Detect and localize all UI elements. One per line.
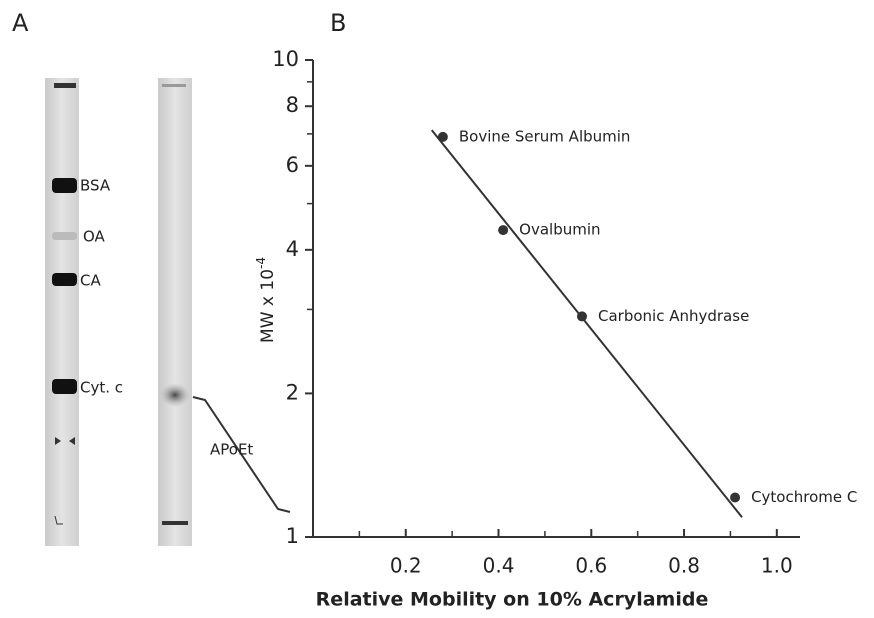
y-tick-label: 1 — [286, 524, 299, 548]
y-axis-label-exponent: -4 — [254, 257, 268, 269]
gel-band — [52, 273, 77, 286]
x-tick-label: 1.0 — [761, 554, 793, 578]
gel-band — [162, 521, 188, 525]
point-label: Cytochrome C — [751, 488, 857, 506]
gel-band — [54, 83, 76, 88]
y-tick-label: 10 — [272, 47, 299, 71]
gel-lane — [45, 78, 79, 546]
y-axis-label-base: MW x 10 — [258, 269, 278, 343]
point-label: Bovine Serum Albumin — [459, 127, 631, 145]
panel-label: A — [12, 9, 29, 37]
gel: BSA OA CA Cyt. c APoEt — [45, 78, 290, 546]
lane-label: BSA — [80, 177, 111, 195]
figure: A B BSA OA CA Cyt. c APoEt Relative Mobi… — [0, 0, 874, 614]
y-tick-label: 2 — [286, 380, 299, 404]
gel-band — [52, 178, 77, 193]
x-axis-label: Relative Mobility on 10% Acrylamide — [316, 589, 709, 611]
point-label: Ovalbumin — [519, 221, 600, 239]
x-tick-label: 0.6 — [575, 554, 607, 578]
annotation: APoEt — [210, 441, 253, 459]
gel-band — [52, 379, 77, 394]
gel-band — [162, 84, 186, 87]
x-tick-label: 0.2 — [390, 554, 422, 578]
gel-lane — [158, 78, 192, 546]
x-tick-label: 0.8 — [668, 554, 700, 578]
gel-band — [52, 232, 77, 240]
point — [438, 132, 448, 142]
lane-label: Cyt. c — [80, 379, 123, 397]
point — [498, 225, 508, 235]
lane-label: CA — [80, 272, 101, 290]
y-axis-label: MW x 10-4 — [254, 257, 279, 343]
point — [577, 311, 587, 321]
y-tick-label: 8 — [286, 93, 299, 117]
y-tick-label: 6 — [286, 153, 299, 177]
x-tick-label: 0.4 — [483, 554, 515, 578]
y-tick-label: 4 — [286, 237, 299, 261]
lane-label: OA — [83, 228, 106, 246]
panel-label: B — [330, 9, 346, 37]
point-label: Carbonic Anhydrase — [598, 307, 749, 325]
point — [730, 493, 740, 503]
gel-band — [160, 383, 190, 407]
